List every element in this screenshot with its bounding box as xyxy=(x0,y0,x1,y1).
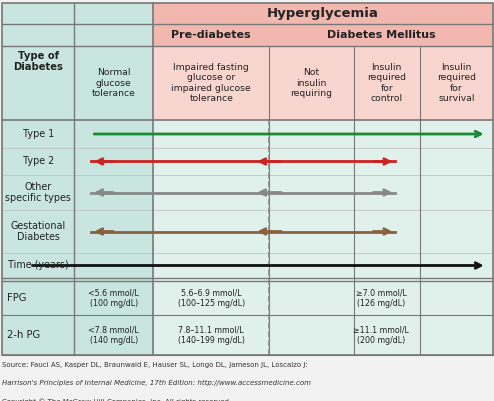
Text: Source: Fauci AS, Kasper DL, Braunwald E, Hauser SL, Longo DL, Jameson JL, Losca: Source: Fauci AS, Kasper DL, Braunwald E… xyxy=(2,362,308,368)
Text: Harrison's Principles of Internal Medicine, 17th Edition: http://www.accessmedic: Harrison's Principles of Internal Medici… xyxy=(2,380,312,386)
Bar xyxy=(2,3,493,355)
Text: Pre-diabetes: Pre-diabetes xyxy=(171,30,251,40)
Text: Type of
Diabetes: Type of Diabetes xyxy=(13,51,63,72)
Text: Copyright © The McGraw-Hill Companies, Inc. All rights reserved.: Copyright © The McGraw-Hill Companies, I… xyxy=(2,398,232,401)
Bar xyxy=(153,3,493,24)
Bar xyxy=(153,46,493,120)
Text: Time (years): Time (years) xyxy=(8,261,69,271)
Text: Other
specific types: Other specific types xyxy=(5,182,71,203)
Bar xyxy=(153,120,493,355)
Text: Gestational
Diabetes: Gestational Diabetes xyxy=(11,221,66,242)
Text: Hyperglycemia: Hyperglycemia xyxy=(267,7,379,20)
Text: Type 2: Type 2 xyxy=(23,156,54,166)
Text: Insulin
required
for
control: Insulin required for control xyxy=(368,63,406,103)
Text: Impaired fasting
glucose or
impaired glucose
tolerance: Impaired fasting glucose or impaired glu… xyxy=(171,63,251,103)
Text: Diabetes Mellitus: Diabetes Mellitus xyxy=(327,30,435,40)
Text: FPG: FPG xyxy=(7,293,27,303)
Bar xyxy=(269,24,493,46)
Text: Not
insulin
requiring: Not insulin requiring xyxy=(290,68,332,98)
Text: 5.6–6.9 mmol/L
(100–125 mg/dL): 5.6–6.9 mmol/L (100–125 mg/dL) xyxy=(178,288,245,308)
Text: 2-h PG: 2-h PG xyxy=(7,330,41,340)
Bar xyxy=(153,24,269,46)
Text: ≥7.0 mmol/L
(126 mg/dL): ≥7.0 mmol/L (126 mg/dL) xyxy=(356,288,407,308)
Text: 7.8–11.1 mmol/L
(140–199 mg/dL): 7.8–11.1 mmol/L (140–199 mg/dL) xyxy=(178,325,245,345)
Bar xyxy=(2,3,493,355)
Text: Normal
glucose
tolerance: Normal glucose tolerance xyxy=(92,68,135,98)
Text: <7.8 mmol/L
(140 mg/dL): <7.8 mmol/L (140 mg/dL) xyxy=(88,325,139,345)
Text: Type 1: Type 1 xyxy=(23,129,54,139)
Text: ≥11.1 mmol/L
(200 mg/dL): ≥11.1 mmol/L (200 mg/dL) xyxy=(353,325,409,345)
Text: Insulin
required
for
survival: Insulin required for survival xyxy=(437,63,476,103)
Bar xyxy=(2,3,153,355)
Text: <5.6 mmol/L
(100 mg/dL): <5.6 mmol/L (100 mg/dL) xyxy=(88,288,139,308)
